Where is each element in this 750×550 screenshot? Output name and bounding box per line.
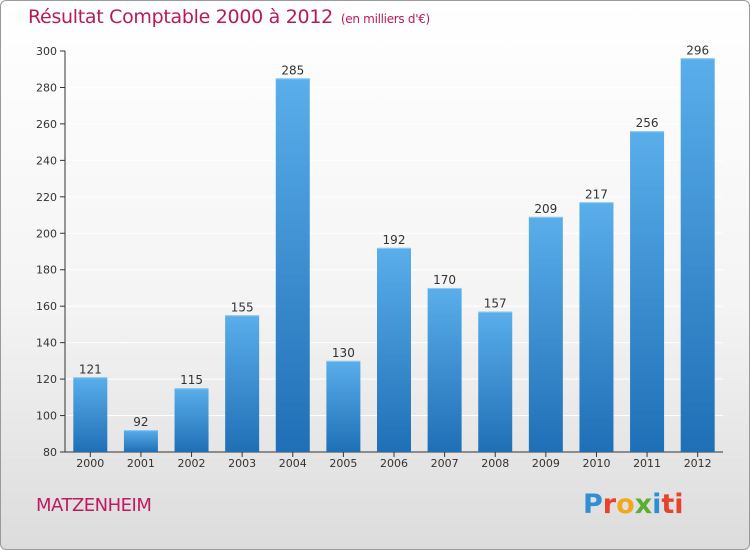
data-label: 209 [534, 202, 557, 216]
x-tick-label: 2011 [633, 457, 661, 470]
data-label: 92 [133, 415, 148, 429]
logo-letter: x [634, 489, 653, 520]
y-tick-label: 80 [43, 446, 57, 459]
chart-title-text: Résultat Comptable 2000 à 2012 [28, 6, 333, 28]
y-tick-label: 120 [36, 373, 57, 386]
y-tick-label: 140 [36, 337, 57, 350]
y-tick-label: 300 [36, 45, 57, 58]
data-label: 157 [484, 297, 507, 311]
bar [680, 58, 715, 453]
y-tick-label: 160 [36, 300, 57, 313]
chart-title: Résultat Comptable 2000 à 2012 (en millie… [28, 6, 430, 28]
bar [275, 78, 310, 452]
bar [73, 377, 108, 452]
bar [326, 360, 361, 452]
x-tick-label: 2009 [532, 457, 560, 470]
x-tick-label: 2010 [582, 457, 610, 470]
data-label: 192 [383, 233, 406, 247]
logo-letter: r [602, 489, 617, 520]
y-tick-label: 220 [36, 191, 57, 204]
x-tick-label: 2004 [279, 457, 307, 470]
bar [579, 202, 614, 452]
y-tick-label: 280 [36, 81, 57, 94]
bar [528, 216, 563, 452]
y-tick-label: 260 [36, 118, 57, 131]
bar [123, 430, 158, 452]
x-tick-label: 2005 [329, 457, 357, 470]
x-tick-label: 2002 [178, 457, 206, 470]
x-tick-label: 2012 [684, 457, 712, 470]
x-tick-label: 2007 [431, 457, 459, 470]
y-tick-label: 180 [36, 264, 57, 277]
x-tick-label: 2003 [228, 457, 256, 470]
labels: 80 100 120 140 160 180 200 220 240 260 280 300 121 20… [36, 43, 712, 470]
data-label: 256 [636, 116, 659, 130]
proxiti-logo: Proxiti [583, 489, 684, 520]
data-label: 285 [281, 63, 304, 77]
chart-subtitle: (en milliers d'€) [340, 12, 430, 26]
data-label: 130 [332, 346, 355, 360]
bar [478, 311, 513, 452]
y-tick-label: 200 [36, 227, 57, 240]
data-label: 115 [180, 373, 203, 387]
data-label: 217 [585, 187, 608, 201]
y-tick-label: 100 [36, 410, 57, 423]
x-tick-label: 2000 [76, 457, 104, 470]
bar [630, 131, 665, 452]
x-tick-label: 2001 [127, 457, 155, 470]
bar [377, 247, 411, 452]
bars [73, 58, 715, 453]
commune-name: MATZENHEIM [36, 495, 152, 516]
bar [174, 388, 209, 452]
logo-letter: P [583, 489, 603, 520]
logo-letter: ti [661, 489, 684, 520]
x-tick-label: 2008 [481, 457, 509, 470]
x-tick-label: 2006 [380, 457, 408, 470]
y-tick-label: 240 [36, 154, 57, 167]
logo-letter: o [616, 489, 635, 520]
bar [225, 315, 260, 452]
data-label: 121 [79, 362, 102, 376]
bar [427, 287, 462, 452]
data-label: 170 [433, 273, 456, 287]
data-label: 155 [231, 300, 254, 314]
data-label: 296 [686, 43, 709, 57]
logo-letter: i [652, 489, 662, 520]
